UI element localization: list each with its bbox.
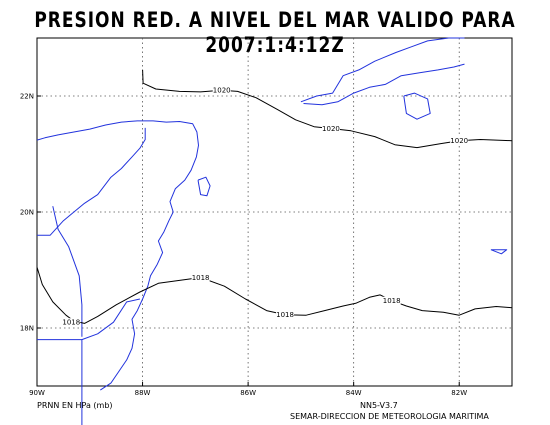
isobar-1018 bbox=[36, 266, 513, 324]
coast-yucatan bbox=[36, 120, 199, 391]
isobar-label-bg bbox=[62, 318, 81, 327]
isobar-contours bbox=[36, 69, 513, 324]
isobar-label: 1018 bbox=[383, 297, 401, 305]
y-tick-label: 22N bbox=[20, 93, 34, 101]
x-tick-label: 84W bbox=[346, 389, 362, 397]
coast-border-guat-bel bbox=[81, 298, 141, 425]
x-tick-label: 86W bbox=[240, 389, 256, 397]
version-label: NN5-V3.7 bbox=[360, 401, 398, 410]
x-tick-label: 90W bbox=[29, 389, 45, 397]
y-tick-label: 18N bbox=[20, 325, 34, 333]
coast-cuba bbox=[300, 37, 465, 103]
isobar-label: 1020 bbox=[450, 137, 468, 145]
isobar-label-bg bbox=[321, 124, 340, 133]
coastlines bbox=[36, 37, 508, 425]
y-tick-label: 20N bbox=[20, 209, 34, 217]
coast-inner-border-mx bbox=[37, 127, 146, 236]
isobar-label: 1020 bbox=[213, 87, 231, 95]
isobar-label: 1018 bbox=[276, 311, 294, 319]
isobar-label-bg bbox=[212, 86, 231, 95]
credit-label: SEMAR-DIRECCION DE METEOROLOGIA MARITIMA bbox=[290, 412, 489, 421]
grid-lines bbox=[37, 38, 512, 386]
isobar-label: 1018 bbox=[192, 274, 210, 282]
coast-isla-juventud bbox=[403, 92, 431, 120]
coast-caymans bbox=[490, 249, 508, 255]
map-title: PRESION RED. A NIVEL DEL MAR VALIDO PARA… bbox=[34, 8, 516, 58]
isobar-label-bg bbox=[191, 273, 210, 282]
coast-cuba-south bbox=[303, 63, 465, 106]
axis-ticks: 90W 88W 86W 84W 82W 22N 20N 18N bbox=[20, 93, 467, 398]
isobar-label: 1018 bbox=[62, 319, 80, 327]
isobar-label: 1020 bbox=[322, 125, 340, 133]
map-frame bbox=[36, 37, 513, 387]
isobar-label-bg bbox=[276, 310, 295, 319]
coast-border-mx-guat bbox=[52, 206, 83, 337]
x-tick-label: 82W bbox=[451, 389, 467, 397]
coast-cozumel bbox=[197, 176, 211, 197]
isobar-label-bg bbox=[450, 136, 469, 145]
isobar-labels: 1020 1020 1020 1018 1018 1018 1018 bbox=[62, 86, 469, 327]
isobar-1020 bbox=[142, 69, 513, 149]
units-label: PRNN EN HPa (mb) bbox=[37, 401, 113, 410]
x-tick-label: 88W bbox=[135, 389, 151, 397]
isobar-label-bg bbox=[382, 296, 401, 305]
